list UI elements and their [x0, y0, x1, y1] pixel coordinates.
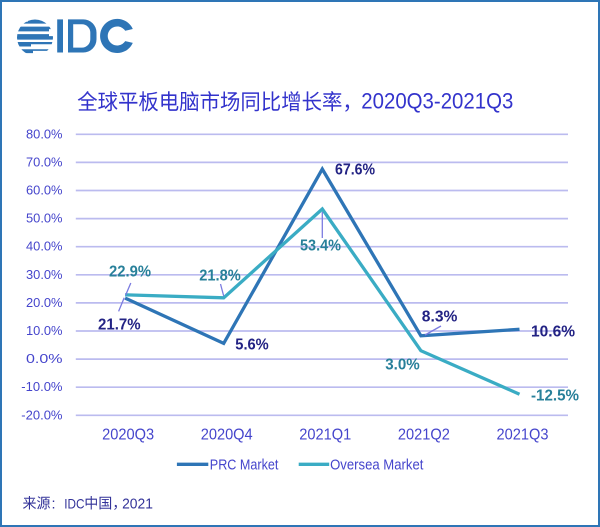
svg-text:30.0%: 30.0%: [26, 267, 63, 282]
svg-text:67.6%: 67.6%: [335, 162, 375, 179]
svg-text:-10.0%: -10.0%: [21, 379, 62, 394]
svg-text::: :: [52, 496, 56, 512]
svg-text:10.6%: 10.6%: [531, 323, 575, 340]
svg-text:-20.0%: -20.0%: [21, 407, 62, 422]
svg-text:21.7%: 21.7%: [98, 317, 141, 334]
svg-text:21.8%: 21.8%: [199, 268, 240, 285]
svg-text:2021Q2: 2021Q2: [398, 426, 450, 443]
svg-text:80.0%: 80.0%: [26, 126, 63, 141]
svg-text:40.0%: 40.0%: [26, 239, 63, 254]
svg-text:60.0%: 60.0%: [26, 183, 63, 198]
svg-text:2020Q3: 2020Q3: [102, 426, 154, 443]
svg-text:70.0%: 70.0%: [26, 154, 63, 169]
svg-text:10.0%: 10.0%: [26, 323, 63, 338]
svg-text:2021: 2021: [122, 496, 153, 512]
svg-text:PRC Market: PRC Market: [210, 457, 279, 473]
svg-text:5.6%: 5.6%: [235, 336, 268, 353]
svg-text:50.0%: 50.0%: [26, 211, 63, 226]
svg-text:IDC: IDC: [64, 495, 84, 511]
svg-text:0.0%: 0.0%: [26, 351, 63, 366]
svg-text:53.4%: 53.4%: [300, 238, 341, 255]
svg-text:20.0%: 20.0%: [26, 295, 63, 310]
svg-text:3.0%: 3.0%: [385, 356, 420, 373]
svg-text:-12.5%: -12.5%: [531, 388, 579, 405]
svg-text:Oversea Market: Oversea Market: [330, 457, 423, 473]
svg-text:22.9%: 22.9%: [109, 264, 151, 281]
svg-text:2021Q3: 2021Q3: [497, 426, 549, 443]
svg-text:2021Q1: 2021Q1: [299, 426, 351, 443]
svg-text:2020Q3-2021Q3: 2020Q3-2021Q3: [361, 89, 513, 114]
svg-text:2020Q4: 2020Q4: [201, 426, 253, 443]
svg-text:8.3%: 8.3%: [422, 309, 458, 326]
